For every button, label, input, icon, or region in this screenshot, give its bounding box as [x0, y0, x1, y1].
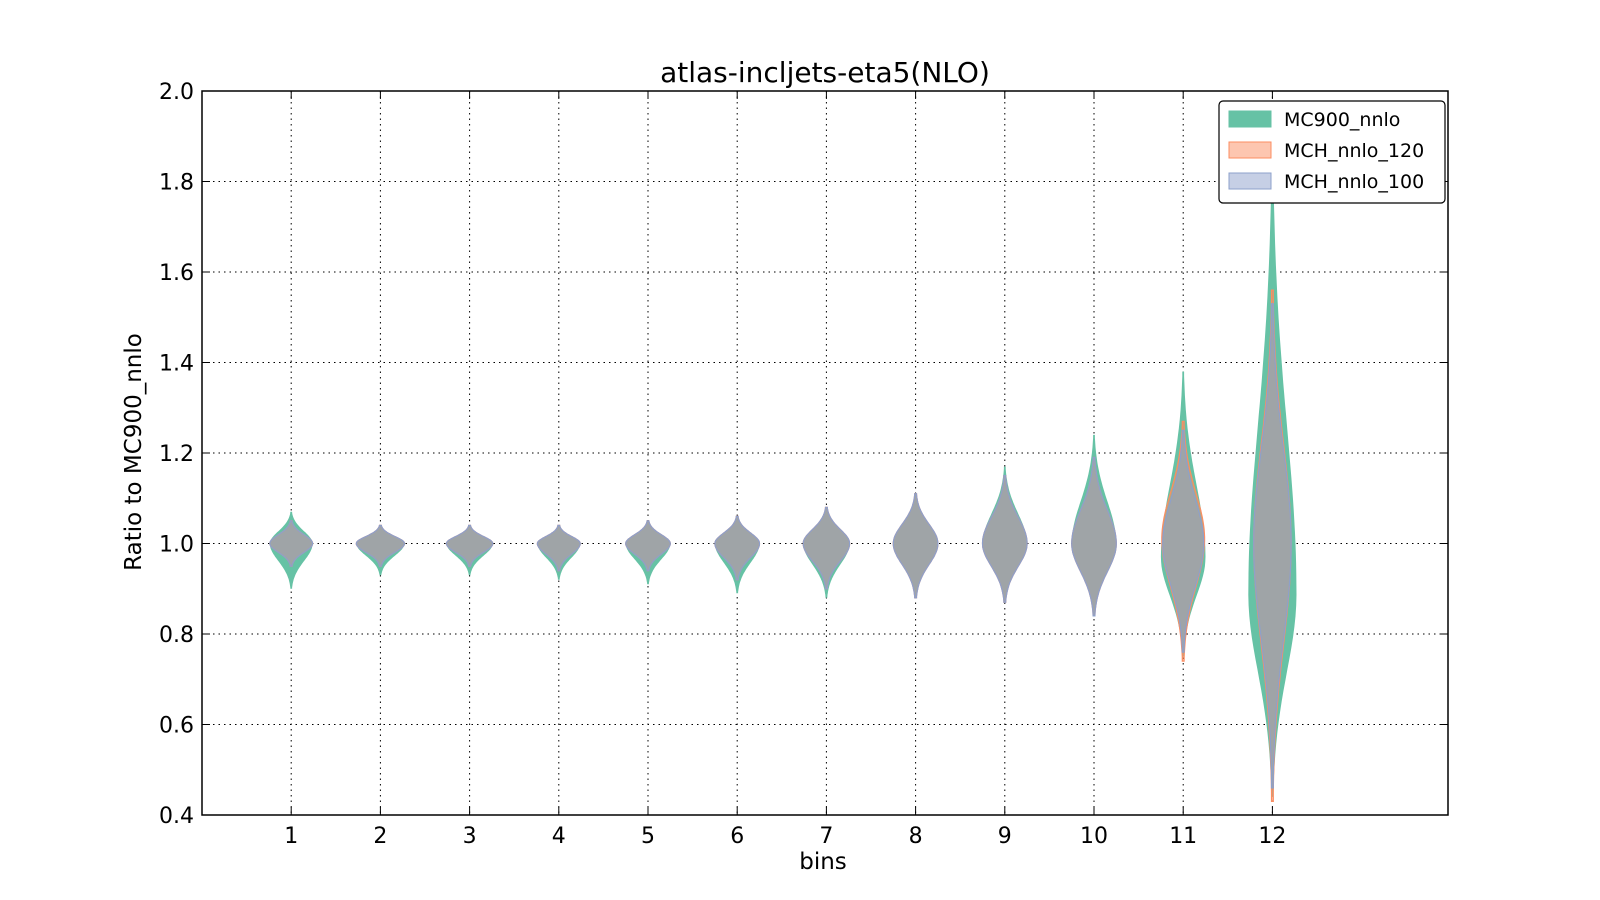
x-tick-label: 7 — [819, 824, 833, 849]
violin-mch-nnlo-100-bin-2 — [355, 524, 406, 567]
violin-mch-nnlo-100-bin-4 — [536, 524, 581, 572]
legend-label: MC900_nnlo — [1284, 109, 1400, 131]
violin-mch-nnlo-100-bin-7 — [802, 506, 851, 590]
legend: MC900_nnlo MCH_nnlo_120 MCH_nnlo_100 — [1218, 100, 1446, 204]
legend-box — [1218, 100, 1446, 204]
violin-mch-nnlo-100-bin-1 — [269, 520, 314, 567]
y-tick-label: 1.8 — [159, 171, 194, 196]
violin-mch-nnlo-100-bin-5 — [625, 520, 671, 572]
x-tick-label: 10 — [1080, 824, 1108, 849]
x-tick-label: 12 — [1258, 824, 1286, 849]
y-tick-label: 1.2 — [159, 442, 194, 467]
ticks: 1 2 3 4 5 6 7 8 9 10 11 120.40.60.81.01.21.41.61.82… — [159, 80, 1448, 849]
x-tick-label: 5 — [641, 824, 655, 849]
legend-label: MCH_nnlo_120 — [1284, 140, 1424, 162]
y-axis-label: Ratio to MC900_nnlo — [121, 333, 147, 571]
x-tick-label: 1 — [284, 824, 298, 849]
violin-mch-nnlo-100-bin-8 — [892, 493, 939, 599]
violins — [269, 158, 1297, 802]
violin-mch-nnlo-100-bin-11 — [1162, 429, 1205, 653]
x-tick-label: 9 — [998, 824, 1012, 849]
y-tick-label: 1.0 — [159, 533, 194, 558]
legend-label: MCH_nnlo_100 — [1284, 171, 1424, 193]
chart-title: atlas-incljets-eta5(NLO) — [660, 56, 990, 89]
x-tick-label: 2 — [373, 824, 387, 849]
y-tick-label: 2.0 — [159, 80, 194, 105]
x-tick-label: 6 — [730, 824, 744, 849]
x-tick-label: 8 — [909, 824, 923, 849]
x-axis-label: bins — [799, 849, 847, 875]
violin-mch-nnlo-100-bin-12 — [1253, 303, 1292, 789]
x-tick-label: 3 — [463, 824, 477, 849]
violin-mch-nnlo-100-bin-6 — [714, 515, 761, 581]
legend-swatch — [1228, 141, 1272, 159]
legend-swatch — [1228, 172, 1272, 190]
violin-mch-nnlo-100-bin-3 — [445, 524, 494, 567]
violin-mch-nnlo-100-bin-10 — [1071, 456, 1117, 617]
legend-swatch — [1228, 110, 1272, 128]
y-tick-label: 1.4 — [159, 352, 194, 377]
x-tick-label: 11 — [1169, 824, 1197, 849]
x-tick-label: 4 — [552, 824, 566, 849]
y-tick-label: 0.8 — [159, 623, 194, 648]
violin-mch-nnlo-100-bin-9 — [981, 475, 1028, 603]
y-tick-label: 1.6 — [159, 261, 194, 286]
y-tick-label: 0.4 — [159, 804, 194, 829]
y-tick-label: 0.6 — [159, 714, 194, 739]
